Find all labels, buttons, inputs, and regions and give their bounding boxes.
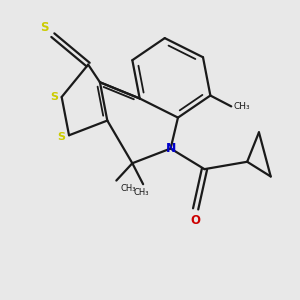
Text: S: S [40, 21, 48, 34]
Text: O: O [190, 214, 201, 227]
Text: N: N [165, 142, 176, 155]
Text: S: S [50, 92, 58, 102]
Text: S: S [58, 132, 65, 142]
Text: CH₃: CH₃ [134, 188, 149, 197]
Text: CH₃: CH₃ [121, 184, 136, 193]
Text: CH₃: CH₃ [234, 102, 250, 111]
